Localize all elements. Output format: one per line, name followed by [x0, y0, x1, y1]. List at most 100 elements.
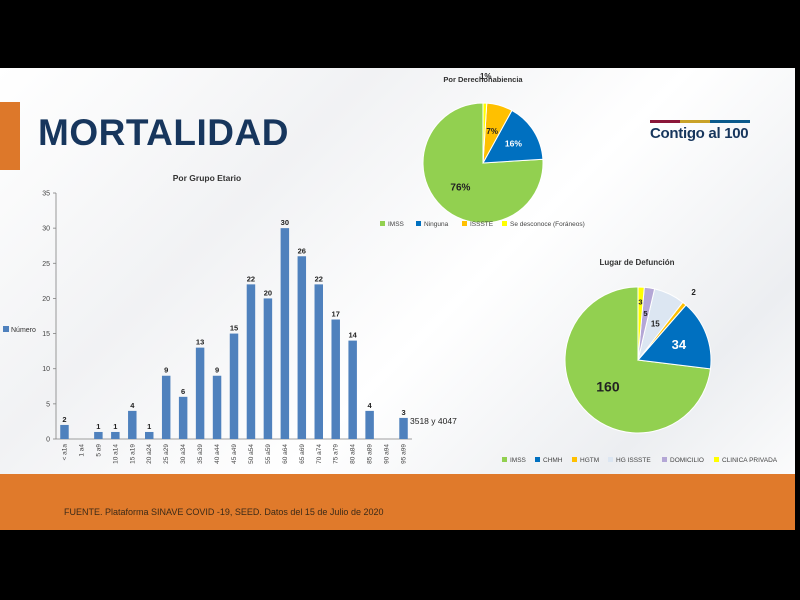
bar [297, 256, 307, 439]
y-tick-label: 5 [46, 401, 50, 408]
bar [280, 228, 290, 439]
pie-slice [482, 109, 544, 164]
bar-value-label: 14 [348, 331, 357, 340]
pie-value-label: 15 [651, 320, 660, 329]
pie-value-label: 7% [486, 127, 498, 136]
y-tick-labels: 0 5 10 15 20 25 30 35 [42, 191, 56, 444]
bar-value-label: 6 [181, 387, 185, 396]
footer-band [0, 474, 795, 530]
bar [348, 340, 357, 439]
pie-value-label: 76% [450, 183, 470, 194]
bar [212, 375, 222, 439]
bar-value-label: 30 [281, 218, 289, 227]
legend-swatch [535, 457, 540, 462]
bar [111, 431, 120, 439]
pie1-slices [422, 102, 544, 224]
pie-value-label: 2 [691, 288, 696, 297]
pie-value-label: 5 [643, 309, 647, 318]
bar [314, 284, 323, 439]
x-tick-label: 30 a34 [180, 444, 187, 464]
logo-stripes [650, 120, 750, 123]
bar-value-label: 1 [113, 422, 117, 431]
x-tick-label: 25 a29 [163, 444, 170, 464]
pie1-value-labels: 76% 16% 7% 1% [450, 72, 522, 194]
x-tick-label: 15 a19 [129, 444, 136, 464]
y-tick-label: 0 [46, 437, 50, 444]
bar-value-label: 4 [368, 401, 373, 410]
x-tick-label: 95 a99 [401, 444, 408, 464]
x-tick-labels: < a1a 1 a4 5 a9 10 a14 15 a19 20 a24 25 a29 30 … [61, 444, 407, 464]
pie-slice [637, 286, 645, 361]
legend-swatch [662, 457, 667, 462]
bar-value-label: 1 [147, 422, 151, 431]
x-tick-label: 40 a44 [214, 444, 221, 464]
y-tick-label: 20 [42, 296, 50, 303]
bar-value-label: 3 [401, 408, 405, 417]
bar-chart-title: Por Grupo Etario [173, 173, 241, 183]
bar [263, 298, 273, 439]
slide: MORTALIDAD Contigo al 100 FUENTE. Plataf… [0, 68, 795, 530]
derechohabiencia-pie-chart: Por Derechohabiencia 76% 16% 7% 1% IMSS Ning… [380, 72, 585, 228]
bar-value-label: 13 [196, 338, 204, 347]
bar [399, 417, 408, 439]
bar [94, 431, 103, 439]
x-tick-label: 1 a4 [78, 444, 85, 457]
legend-label: CHMH [543, 457, 563, 464]
source-note: FUENTE. Plataforma SINAVE COVID -19, SEE… [64, 507, 384, 517]
y-tick-label: 30 [42, 226, 50, 233]
pie-slice [482, 102, 488, 164]
bar [195, 347, 205, 439]
legend-label: HGTM [580, 457, 599, 464]
lugar-defuncion-pie-chart: Lugar de Defunción 160 34 2 15 53 IMSS CHMH HG… [502, 258, 778, 464]
legend-label: DOMICILIO [670, 457, 704, 464]
pie-value-label: 3 [638, 297, 642, 306]
bar-value-label: 9 [215, 366, 219, 375]
bar [161, 375, 171, 439]
x-tick-label: 35 a39 [197, 444, 204, 464]
x-tick-label: 80 a84 [350, 444, 357, 464]
x-tick-label: 85 a89 [367, 444, 374, 464]
legend-label: Ninguna [424, 221, 449, 228]
accent-bar [0, 102, 20, 170]
bar-value-label: 17 [332, 310, 340, 319]
bar-value-label: 2 [62, 415, 66, 424]
pie-value-label: 160 [596, 379, 620, 395]
legend-swatch [572, 457, 577, 462]
x-tick-label: 90 a94 [384, 444, 391, 464]
x-tick-label: 60 a64 [282, 444, 289, 464]
bar-value-label: 22 [247, 274, 255, 283]
slide-title: MORTALIDAD [38, 112, 289, 153]
x-tick-label: 75 a79 [333, 444, 340, 464]
legend-swatch [608, 457, 613, 462]
bar-value-label: 15 [230, 324, 238, 333]
legend-label: ISSSTE [470, 221, 494, 228]
pie1-legend: IMSS Ninguna ISSSTE Se desconoce (Foráneos) [380, 221, 585, 228]
legend-swatch [502, 457, 507, 462]
pie2-slices [564, 286, 712, 434]
pie-slice [637, 304, 712, 370]
legend-label: IMSS [510, 457, 527, 464]
x-tick-label: 5 a9 [95, 444, 102, 457]
pie2-title: Lugar de Defunción [599, 258, 674, 267]
chart-annotation: 3518 y 4047 [410, 416, 457, 426]
logo-text: Contigo al 100 [650, 125, 749, 142]
x-tick-label: 10 a14 [112, 444, 119, 464]
bar-value-label: 22 [315, 274, 323, 283]
pie2-legend: IMSS CHMH HGTM HG ISSSTE DOMICILIO CLINICA PR… [502, 457, 778, 464]
x-tick-label: < a1a [61, 444, 68, 461]
x-tick-label: 65 a69 [299, 444, 306, 464]
legend-swatch [416, 221, 421, 226]
bar-value-label: 1 [96, 422, 100, 431]
pie-value-label: 34 [672, 337, 687, 352]
legend-label: IMSS [388, 221, 405, 228]
bar-value-label: 9 [164, 366, 168, 375]
bar [178, 396, 188, 439]
legend-swatch [714, 457, 719, 462]
x-tick-label: 50 a54 [248, 444, 255, 464]
bar-value-label: 26 [298, 246, 306, 255]
bar-value-label: 4 [130, 401, 135, 410]
bar [229, 333, 239, 439]
pie-value-label: 16% [505, 139, 522, 149]
legend-swatch [462, 221, 467, 226]
